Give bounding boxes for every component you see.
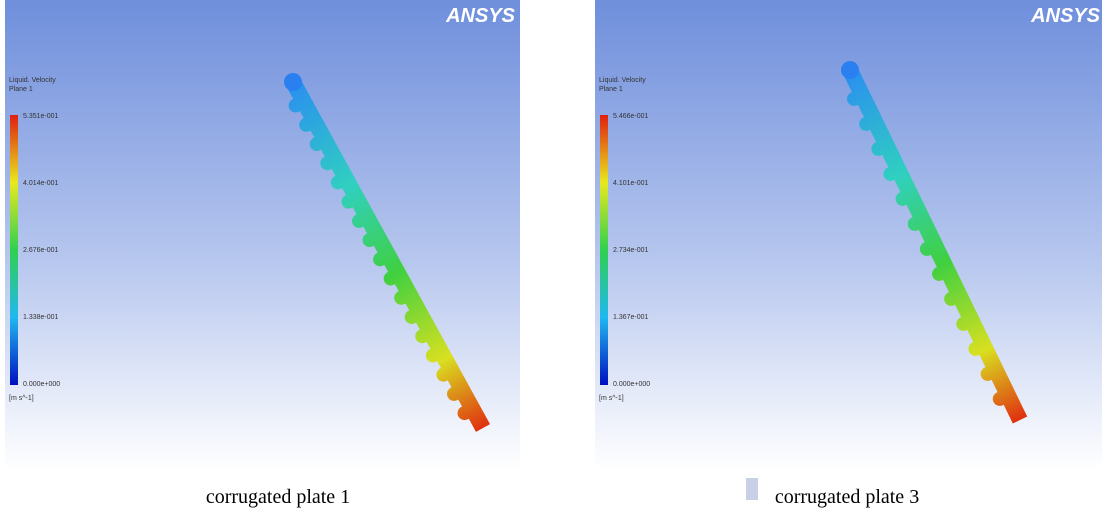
- legend-subtitle: Plane 1: [599, 86, 623, 93]
- legend-title: Liquid. Velocity: [599, 77, 646, 84]
- plate-inlet: [284, 73, 302, 91]
- panel: ANSYS Liquid. Velocity Plane 1 5.466e-00…: [595, 0, 1102, 470]
- plate-inlet: [841, 61, 859, 79]
- legend-label: 4.101e-001: [613, 180, 649, 187]
- colorbar: [10, 115, 18, 385]
- colorbar: [600, 115, 608, 385]
- figure: ANSYS Liquid. Velocity Plane 1 5.351e-00…: [0, 0, 1102, 518]
- decoration: [746, 478, 758, 500]
- caption: corrugated plate 3: [775, 486, 919, 508]
- legend-label: 2.676e-001: [23, 247, 59, 254]
- legend-title: Liquid. Velocity: [9, 77, 56, 84]
- legend-label: 5.351e-001: [23, 113, 59, 120]
- viewport: [5, 0, 520, 470]
- legend-label: 2.734e-001: [613, 247, 649, 254]
- legend-label: 1.367e-001: [613, 314, 649, 321]
- legend-unit: [m s^-1]: [9, 395, 34, 402]
- legend-label: 0.000e+000: [23, 381, 60, 388]
- legend-label: 4.014e-001: [23, 180, 59, 187]
- panel: ANSYS Liquid. Velocity Plane 1 5.351e-00…: [5, 0, 520, 470]
- caption: corrugated plate 1: [206, 486, 350, 508]
- page: ANSYS Liquid. Velocity Plane 1 5.351e-00…: [0, 0, 1102, 518]
- legend-label: 5.466e-001: [613, 113, 649, 120]
- legend-label: 0.000e+000: [613, 381, 650, 388]
- legend-subtitle: Plane 1: [9, 86, 33, 93]
- logo: ANSYS: [1030, 5, 1101, 27]
- legend-label: 1.338e-001: [23, 314, 59, 321]
- legend-unit: [m s^-1]: [599, 395, 624, 402]
- logo: ANSYS: [445, 5, 516, 27]
